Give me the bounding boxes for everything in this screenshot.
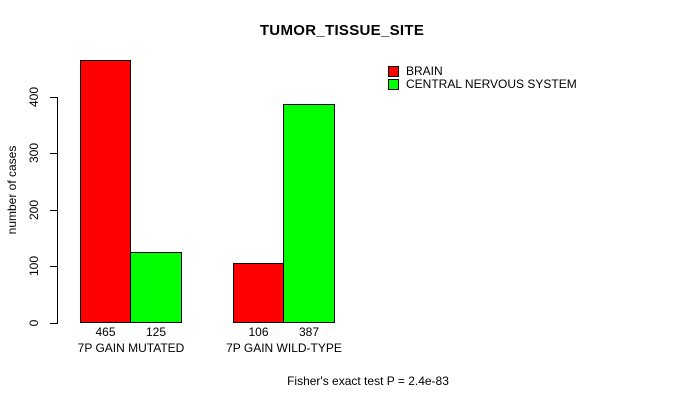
y-tick-label: 0 bbox=[27, 319, 41, 327]
x-category-label: 7P GAIN WILD-TYPE bbox=[226, 341, 342, 355]
y-axis-tick bbox=[50, 323, 57, 324]
y-axis-tick bbox=[50, 209, 57, 211]
bar-value-label: 125 bbox=[145, 325, 167, 339]
y-axis-tick bbox=[50, 153, 57, 155]
legend-swatch-brain bbox=[388, 65, 399, 77]
y-tick-label: 200 bbox=[27, 199, 41, 220]
x-category-label: 7P GAIN MUTATED bbox=[77, 341, 185, 355]
bar-brain bbox=[80, 60, 131, 323]
legend-label-cns: CENTRAL NERVOUS SYSTEM bbox=[406, 77, 577, 91]
legend: BRAIN CENTRAL NERVOUS SYSTEM bbox=[388, 65, 577, 91]
y-axis-tick bbox=[50, 96, 57, 98]
y-axis-line bbox=[57, 96, 58, 324]
legend-item-brain: BRAIN bbox=[388, 65, 577, 77]
bar-value-label: 465 bbox=[95, 325, 116, 339]
y-tick-label: 100 bbox=[27, 256, 41, 277]
bar-brain bbox=[233, 263, 284, 323]
y-axis-tick bbox=[50, 266, 57, 268]
legend-label-brain: BRAIN bbox=[406, 64, 443, 78]
legend-swatch-cns bbox=[388, 78, 399, 90]
chart-title: TUMOR_TISSUE_SITE bbox=[259, 22, 425, 39]
bar-value-label: 106 bbox=[248, 325, 269, 339]
bar-value-label: 387 bbox=[298, 325, 320, 339]
footer-caption: Fisher's exact test P = 2.4e-83 bbox=[287, 374, 449, 388]
bar-central-nervous-system bbox=[130, 252, 182, 323]
legend-item-cns: CENTRAL NERVOUS SYSTEM bbox=[388, 78, 577, 90]
y-tick-label: 300 bbox=[27, 143, 41, 164]
bar-central-nervous-system bbox=[283, 104, 335, 323]
y-tick-label: 400 bbox=[27, 86, 41, 107]
